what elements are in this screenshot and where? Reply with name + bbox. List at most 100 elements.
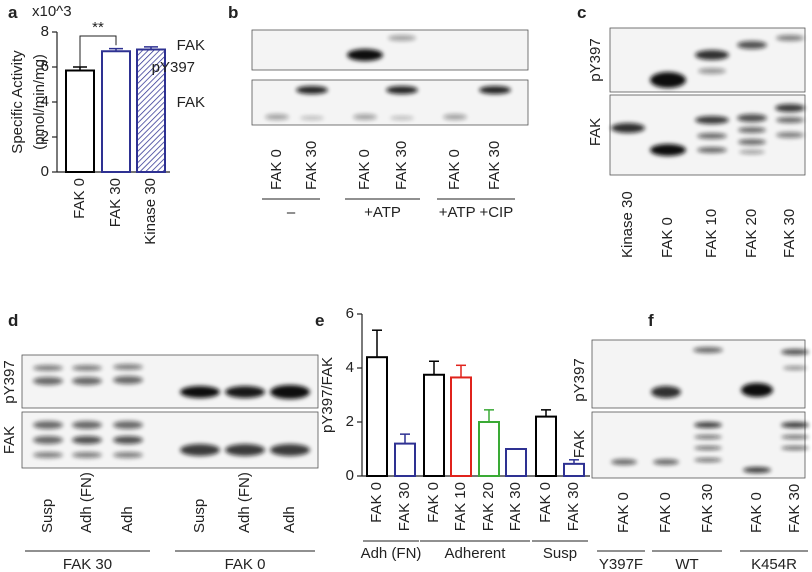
row-label: pY397 — [571, 358, 588, 401]
blot-band — [270, 444, 310, 456]
blot-band — [695, 116, 729, 124]
x-tick-label: FAK 0 — [368, 482, 385, 523]
blot-band — [695, 50, 729, 60]
blot-band — [698, 68, 726, 74]
x-tick-label: FAK 0 — [425, 482, 442, 523]
panel-letter: c — [577, 3, 586, 22]
panel-letter: b — [228, 3, 238, 22]
group-label: Y397F — [599, 556, 643, 572]
lane-label: FAK 0 — [657, 492, 674, 533]
blot-band — [353, 114, 377, 120]
lane-label: FAK 30 — [781, 209, 798, 258]
lane-label: FAK 30 — [699, 484, 716, 533]
group-label: +ATP — [364, 204, 401, 221]
y-axis-label: Specific Activity — [9, 50, 26, 154]
blot-band — [697, 147, 727, 153]
blot-band — [739, 150, 765, 154]
row-label: pY397 — [152, 59, 195, 76]
blot-band — [694, 435, 722, 439]
bar — [394, 442, 416, 478]
lane-label: FAK 0 — [446, 149, 463, 190]
group-label: +ATP +CIP — [439, 204, 513, 221]
blot-band — [776, 117, 804, 123]
y-axis-label: (pmol/min/mg) — [31, 54, 48, 150]
blot-band — [296, 86, 328, 94]
blot-band — [225, 444, 265, 456]
blot-band — [113, 421, 143, 429]
blot-band — [113, 436, 143, 444]
blot-band — [743, 467, 771, 473]
lane-label: Adh — [281, 506, 298, 533]
panel-letter: d — [8, 311, 18, 330]
blot-band — [33, 436, 63, 444]
significance-label: ** — [92, 19, 104, 36]
blot-frame — [251, 29, 529, 71]
lane-label: Susp — [39, 499, 56, 533]
blot-band — [694, 446, 722, 450]
row-label: pY397 — [587, 38, 604, 81]
blot-band — [265, 114, 289, 120]
lane-label: FAK 0 — [356, 149, 373, 190]
blot-band — [741, 383, 773, 397]
row-label: FAK — [177, 94, 205, 111]
blot-band — [33, 365, 63, 371]
group-label: Adherent — [445, 545, 507, 562]
x-tick-label: FAK 30 — [507, 482, 524, 531]
bar — [423, 373, 445, 477]
row-label: pY397 — [1, 360, 18, 403]
x-tick-label: FAK 0 — [537, 482, 554, 523]
blot-band — [72, 377, 102, 385]
blot-band — [694, 422, 722, 428]
blot-band — [225, 386, 265, 398]
x-tick-label: FAK 20 — [480, 482, 497, 531]
y-tick-label: 4 — [41, 93, 49, 110]
blot-band — [781, 422, 809, 428]
blot-band — [781, 446, 809, 450]
blot-band — [694, 458, 722, 462]
lane-label: FAK 20 — [743, 209, 760, 258]
lane-label: Kinase 30 — [619, 191, 636, 258]
blot-band — [113, 376, 143, 384]
y-tick-label: 6 — [346, 305, 354, 322]
y-tick-label: 0 — [346, 467, 354, 484]
row-label: FAK — [571, 430, 588, 458]
y-axis-label: pY397/FAK — [319, 357, 336, 433]
blot-band — [738, 139, 766, 145]
group-label: K454R — [751, 556, 797, 572]
blot-band — [33, 421, 63, 429]
x-tick-label: FAK 30 — [107, 178, 124, 227]
blot-band — [776, 132, 804, 138]
blot-band — [386, 86, 418, 94]
blot-band — [390, 116, 414, 120]
lane-label: Adh (FN) — [78, 472, 95, 533]
bar — [535, 415, 557, 478]
row-label: FAK — [587, 118, 604, 146]
lane-label: FAK 0 — [268, 149, 285, 190]
x-tick-label: FAK 10 — [452, 482, 469, 531]
blot-band — [113, 364, 143, 370]
bar — [65, 69, 95, 173]
blot-band — [781, 435, 809, 439]
axis-multiplier: x10^3 — [32, 3, 72, 20]
group-label: FAK 0 — [225, 556, 266, 572]
blot-band — [33, 377, 63, 385]
blot-band — [33, 452, 63, 458]
lane-label: FAK 30 — [486, 141, 503, 190]
blot-band — [72, 421, 102, 429]
x-tick-label: FAK 0 — [71, 178, 88, 219]
bar — [450, 376, 472, 478]
x-tick-label: Kinase 30 — [142, 178, 159, 245]
blot-band — [72, 452, 102, 458]
x-tick-label: FAK 30 — [396, 482, 413, 531]
blot-band — [113, 452, 143, 458]
lane-label: Adh (FN) — [236, 472, 253, 533]
blot-band — [270, 385, 310, 399]
blot-frame — [21, 354, 319, 409]
row-label: FAK — [177, 37, 205, 54]
significance-bracket — [79, 35, 117, 67]
bar — [505, 448, 527, 477]
group-label: FAK 30 — [63, 556, 112, 572]
lane-label: FAK 0 — [748, 492, 765, 533]
group-label: Susp — [543, 545, 577, 562]
